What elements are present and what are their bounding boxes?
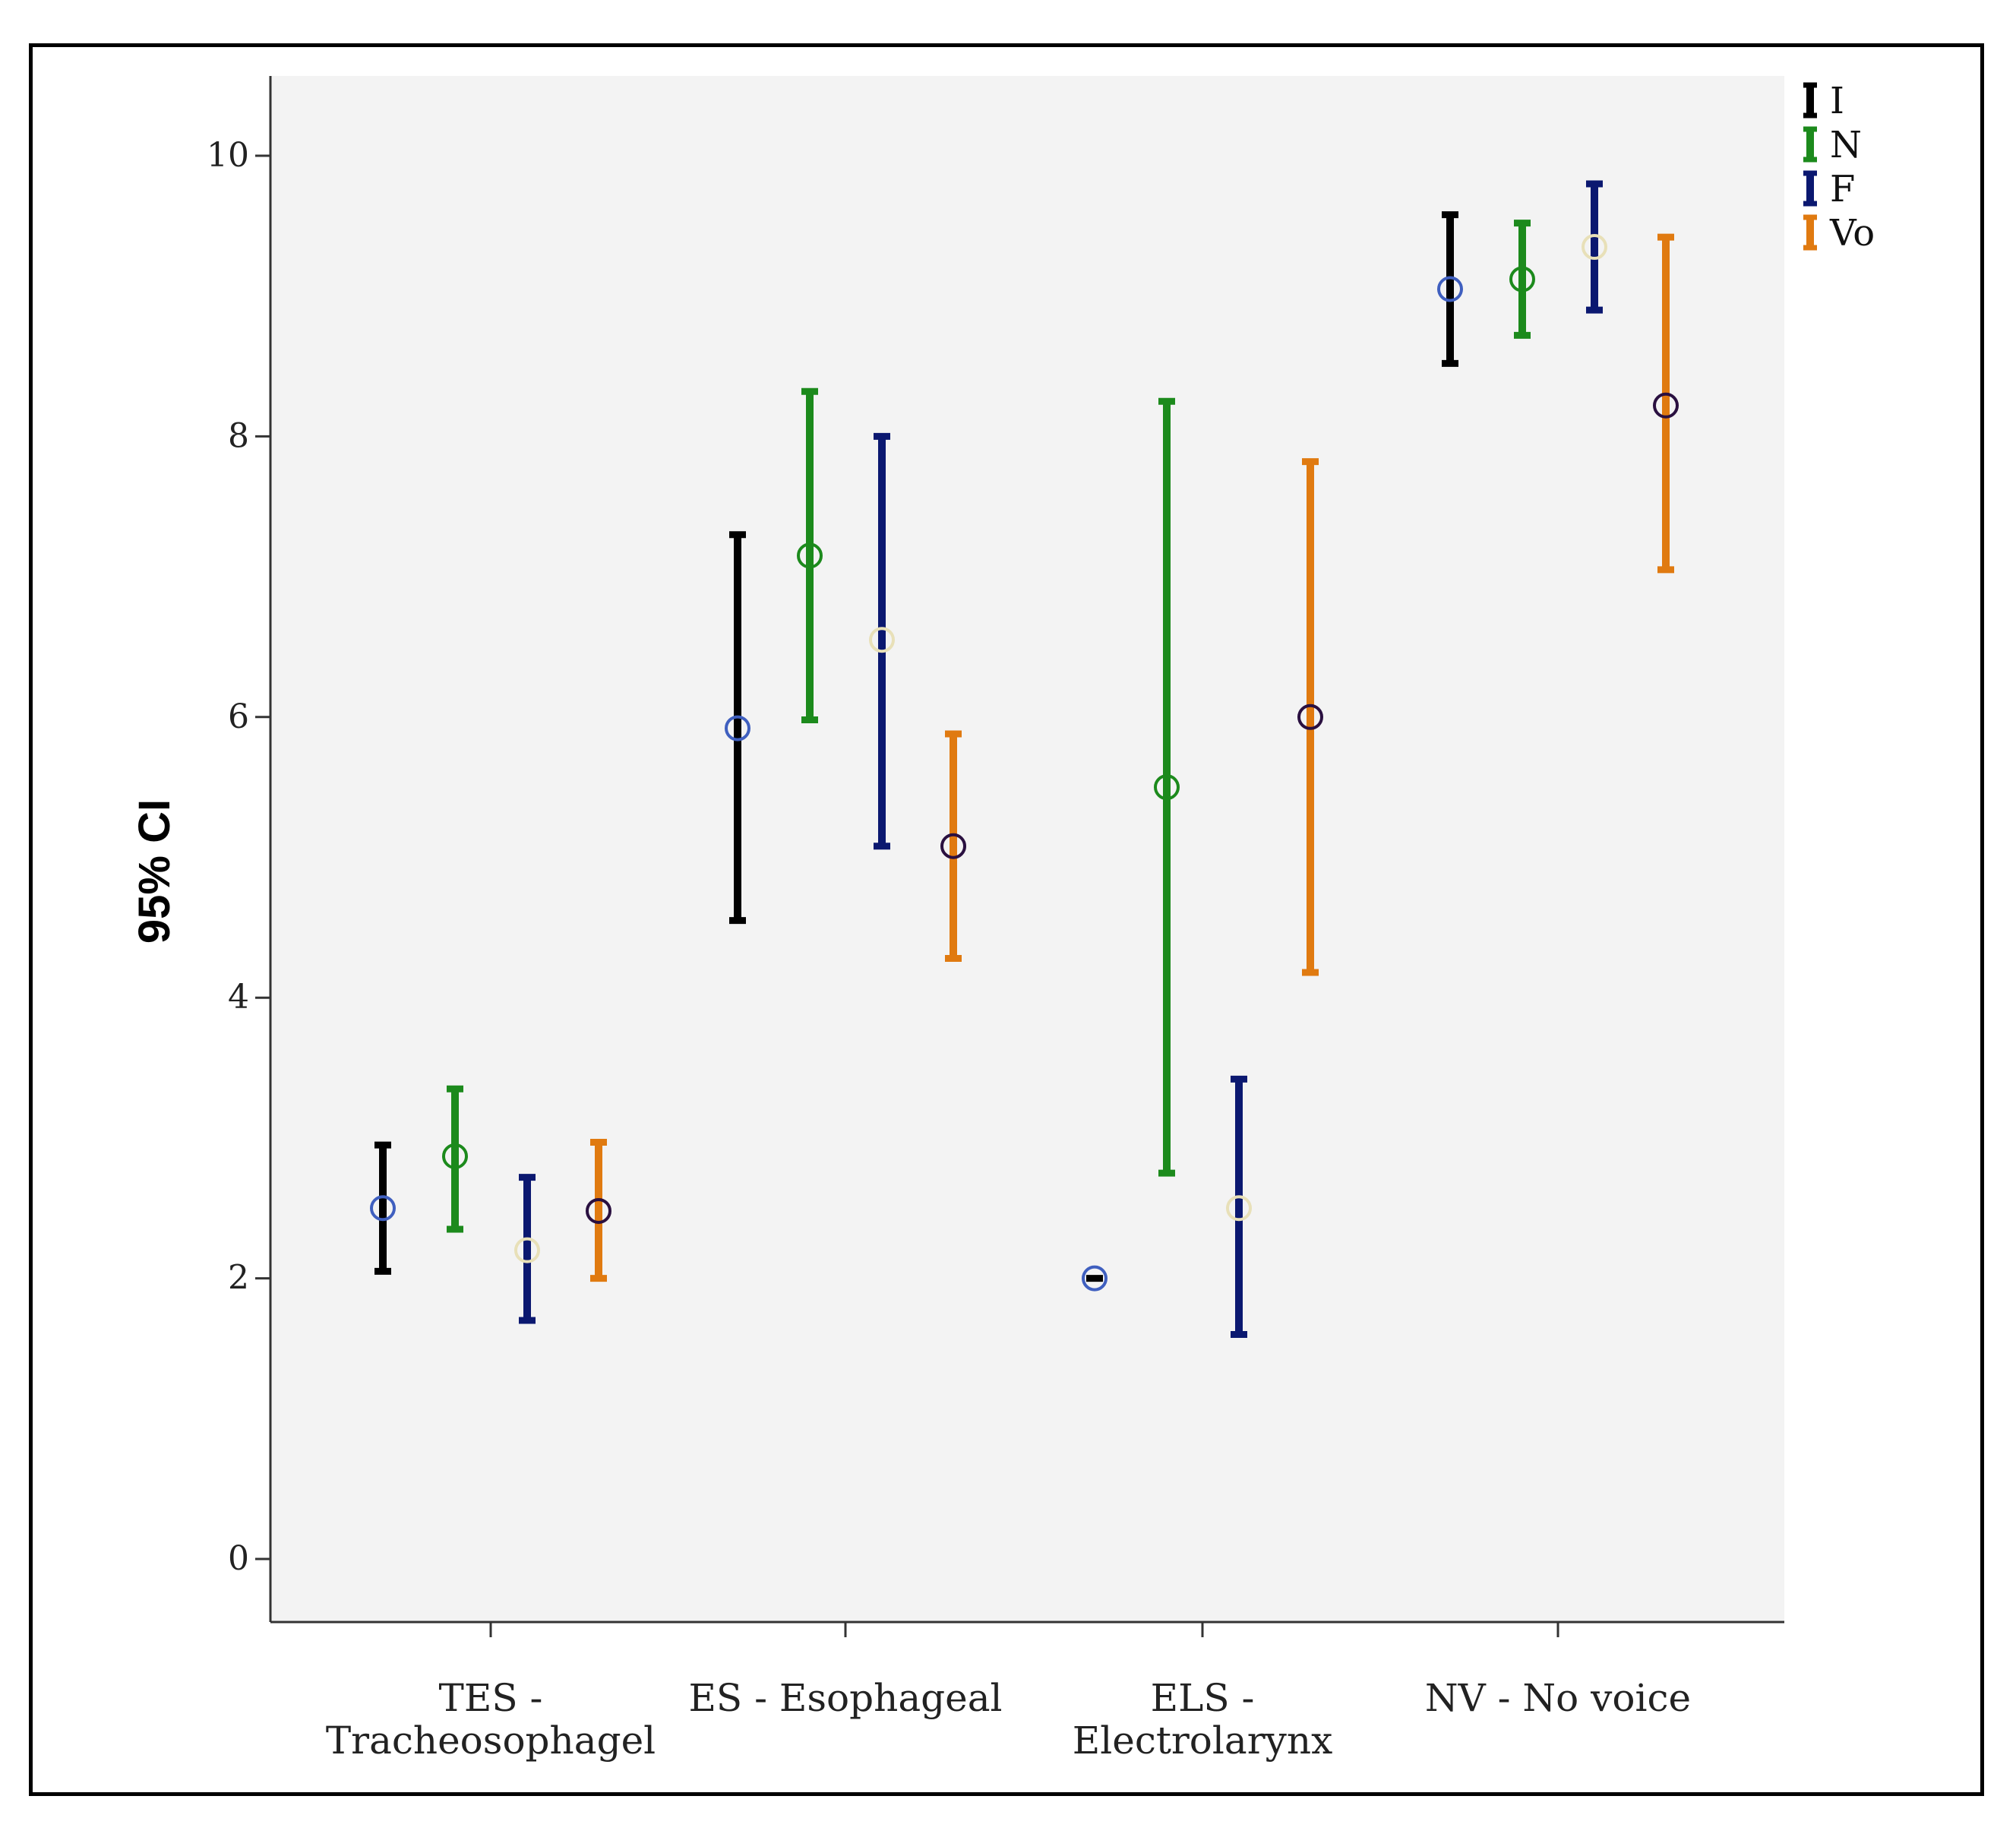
x-category-label: Electrolarynx bbox=[1073, 1719, 1333, 1763]
mean-marker bbox=[1509, 266, 1535, 292]
y-tick-label: 8 bbox=[228, 416, 249, 455]
x-category-label: ELS - bbox=[1151, 1676, 1255, 1720]
mean-marker bbox=[442, 1143, 468, 1169]
error-bar-N-1 bbox=[797, 387, 823, 723]
mean-marker bbox=[1154, 774, 1180, 801]
error-bar-F-0 bbox=[514, 1174, 540, 1324]
y-tick-label: 4 bbox=[228, 978, 249, 1017]
error-bar-F-2 bbox=[1226, 1075, 1252, 1338]
legend-item-N: N bbox=[1803, 124, 1862, 166]
error-bar-I-0 bbox=[370, 1141, 396, 1275]
mean-marker bbox=[1653, 392, 1679, 419]
x-category-label: Tracheosophagel bbox=[326, 1719, 656, 1763]
mean-marker bbox=[370, 1195, 396, 1222]
y-axis: 0 2 4 6 8 10 bbox=[207, 76, 272, 1622]
error-bar-I-3 bbox=[1437, 211, 1463, 367]
y-tick-label: 0 bbox=[228, 1539, 249, 1578]
legend-label: N bbox=[1830, 124, 1862, 166]
mean-marker bbox=[725, 715, 750, 742]
error-bar-Vo-2 bbox=[1297, 458, 1323, 976]
mean-marker bbox=[1297, 704, 1323, 730]
mean-marker bbox=[1082, 1265, 1108, 1292]
mean-marker bbox=[869, 627, 895, 653]
mean-marker bbox=[1582, 234, 1607, 261]
mean-marker bbox=[940, 833, 966, 859]
legend-item-Vo: Vo bbox=[1803, 212, 1875, 255]
y-tick-label: 10 bbox=[207, 136, 249, 175]
error-bar-Vo-3 bbox=[1653, 233, 1679, 574]
x-axis: TES -Tracheosophagel ES - Esophageal ELS -… bbox=[270, 1621, 1784, 1763]
legend-item-F: F bbox=[1803, 168, 1855, 210]
error-bar-F-1 bbox=[869, 432, 895, 850]
x-category-label: ES - Esophageal bbox=[688, 1676, 1002, 1720]
error-bar-Vo-0 bbox=[586, 1138, 611, 1282]
x-category-label: NV - No voice bbox=[1425, 1676, 1691, 1720]
error-bar-F-3 bbox=[1582, 180, 1607, 314]
legend-label: Vo bbox=[1829, 212, 1875, 255]
error-bar-I-1 bbox=[725, 531, 750, 925]
y-axis-label: 95% CI bbox=[130, 799, 179, 944]
plot-area bbox=[270, 76, 1784, 1622]
y-tick-label: 2 bbox=[228, 1259, 249, 1298]
mean-marker bbox=[1226, 1195, 1252, 1222]
error-bar-I-2 bbox=[1082, 1265, 1108, 1292]
mean-marker bbox=[1437, 276, 1463, 302]
error-bar-N-0 bbox=[442, 1085, 468, 1233]
legend-label: I bbox=[1830, 80, 1844, 122]
error-bar-Vo-1 bbox=[940, 730, 966, 962]
mean-marker bbox=[586, 1197, 611, 1224]
mean-marker bbox=[797, 542, 823, 569]
legend-item-I: I bbox=[1803, 80, 1844, 122]
legend-label: F bbox=[1830, 168, 1855, 210]
mean-marker bbox=[514, 1237, 540, 1263]
error-bar-N-2 bbox=[1154, 397, 1180, 1177]
chart-frame: 0 2 4 6 8 10 TES - Tracheosophagel ES - Esophag… bbox=[29, 43, 1984, 1796]
x-category-label: TES - bbox=[439, 1676, 543, 1720]
error-bar-chart: 0 2 4 6 8 10 TES -Tracheosophagel ES - Esophag… bbox=[130, 76, 1875, 1763]
error-bars bbox=[370, 180, 1679, 1338]
y-tick-label: 6 bbox=[228, 697, 249, 736]
error-bar-N-3 bbox=[1509, 220, 1535, 339]
